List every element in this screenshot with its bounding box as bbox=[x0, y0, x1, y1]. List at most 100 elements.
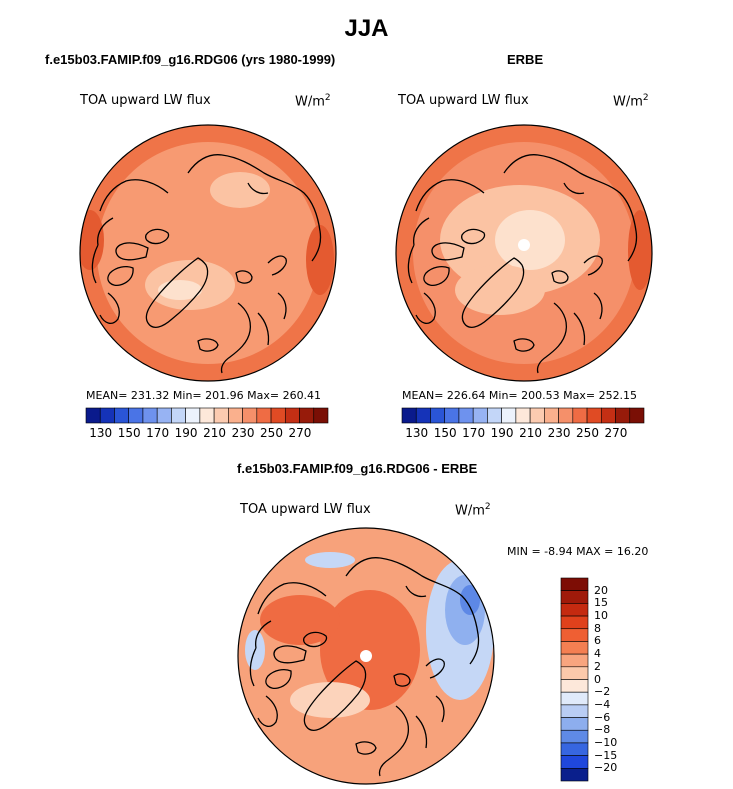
left-colorbar-swatch bbox=[156, 407, 172, 424]
diff-colorbar-tick-label: 15 bbox=[594, 596, 608, 610]
right-colorbar-swatch bbox=[487, 407, 502, 424]
diff-colorbar-tick-label: −20 bbox=[594, 761, 618, 775]
right-colorbar-swatch bbox=[430, 407, 446, 424]
left-colorbar-swatch bbox=[185, 407, 201, 424]
right-stats: MEAN= 226.64 Min= 200.53 Max= 252.15 bbox=[402, 389, 638, 402]
right-colorbar-swatch bbox=[615, 407, 631, 424]
diff-colorbar-swatch bbox=[560, 742, 589, 756]
left-colorbar-tick-label: 190 bbox=[174, 426, 198, 440]
left-colorbar-swatch bbox=[114, 407, 130, 424]
diff-colorbar-tick-label: −10 bbox=[594, 735, 618, 749]
right-colorbar-tick-label: 190 bbox=[490, 426, 514, 440]
right-colorbar-tick-label: 210 bbox=[519, 426, 543, 440]
right-colorbar-swatch bbox=[629, 407, 645, 424]
left-map bbox=[79, 124, 337, 382]
left-colorbar-tick-label: 270 bbox=[288, 426, 312, 440]
diff-colorbar-tick-label: 4 bbox=[594, 647, 601, 661]
diff-variable-label: TOA upward LW flux bbox=[240, 502, 371, 517]
right-colorbar-tick-label: 230 bbox=[547, 426, 571, 440]
left-colorbar-swatch bbox=[199, 407, 215, 424]
diff-colorbar-swatch bbox=[560, 768, 589, 782]
right-colorbar-swatch bbox=[600, 407, 616, 424]
left-colorbar-swatch bbox=[142, 407, 158, 424]
left-variable-label: TOA upward LW flux bbox=[80, 93, 211, 108]
diff-colorbar-swatch bbox=[560, 679, 589, 693]
left-colorbar-tick-label: 130 bbox=[89, 426, 113, 440]
diff-colorbar-tick-label: 6 bbox=[594, 634, 601, 648]
right-colorbar-swatch bbox=[529, 407, 545, 424]
left-colorbar-swatch bbox=[128, 407, 144, 424]
right-map bbox=[395, 124, 653, 382]
diff-minmax: MIN = -8.94 MAX = 16.20 bbox=[507, 545, 649, 558]
diff-colorbar-swatch bbox=[560, 590, 589, 604]
right-colorbar-swatch bbox=[458, 407, 474, 424]
left-units-label: W/m2 bbox=[295, 93, 331, 110]
diff-colorbar-swatch bbox=[560, 666, 589, 680]
left-colorbar-swatch bbox=[299, 407, 315, 424]
diff-colorbar-swatch bbox=[560, 577, 589, 591]
diff-colorbar-swatch bbox=[560, 653, 589, 668]
left-colorbar-tick-label: 150 bbox=[117, 426, 141, 440]
left-colorbar-swatch bbox=[99, 407, 115, 424]
right-colorbar-tick-label: 170 bbox=[462, 426, 486, 440]
right-colorbar-swatch bbox=[415, 407, 431, 424]
diff-colorbar-swatch bbox=[560, 615, 589, 630]
diff-colorbar-tick-label: −15 bbox=[594, 748, 618, 762]
left-colorbar-tick-label: 230 bbox=[231, 426, 255, 440]
right-colorbar-swatch bbox=[401, 407, 417, 424]
diff-panel-title: f.e15b03.FAMIP.f09_g16.RDG06 - ERBE bbox=[237, 461, 478, 476]
right-colorbar-swatch bbox=[572, 407, 588, 424]
diff-colorbar-tick-label: 20 bbox=[594, 583, 608, 597]
right-colorbar-swatch bbox=[444, 407, 460, 424]
left-colorbar-swatch bbox=[213, 407, 229, 424]
right-colorbar-swatch bbox=[544, 407, 559, 424]
diff-colorbar bbox=[560, 577, 589, 782]
left-panel-title: f.e15b03.FAMIP.f09_g16.RDG06 (yrs 1980-1… bbox=[45, 52, 336, 67]
left-colorbar-swatch bbox=[171, 407, 186, 424]
left-colorbar bbox=[85, 407, 329, 424]
diff-colorbar-swatch bbox=[560, 755, 589, 769]
diff-colorbar-tick-label: 8 bbox=[594, 621, 601, 635]
diff-colorbar-swatch bbox=[560, 641, 589, 655]
diff-colorbar-tick-label: 2 bbox=[594, 659, 601, 673]
left-colorbar-swatch bbox=[313, 407, 329, 424]
diff-colorbar-swatch bbox=[560, 704, 589, 718]
right-colorbar-tick-label: 270 bbox=[604, 426, 628, 440]
left-colorbar-swatch bbox=[228, 407, 243, 424]
diff-units-label: W/m2 bbox=[455, 502, 491, 519]
left-colorbar-tick-label: 250 bbox=[260, 426, 283, 440]
right-panel-title: ERBE bbox=[507, 52, 544, 67]
left-colorbar-swatch bbox=[284, 407, 300, 424]
right-colorbar-swatch bbox=[558, 407, 574, 424]
left-colorbar-swatch bbox=[256, 407, 272, 424]
right-colorbar-swatch bbox=[501, 407, 517, 424]
diff-colorbar-swatch bbox=[560, 691, 589, 706]
main-title: JJA bbox=[344, 15, 389, 42]
right-colorbar-swatch bbox=[586, 407, 602, 424]
diff-colorbar-tick-label: −2 bbox=[594, 685, 611, 699]
diff-colorbar-tick-label: −4 bbox=[594, 697, 611, 711]
diff-colorbar-tick-label: −8 bbox=[594, 723, 611, 737]
right-units-label: W/m2 bbox=[613, 93, 649, 110]
left-colorbar-swatch bbox=[242, 407, 258, 424]
left-colorbar-swatch bbox=[85, 407, 101, 424]
right-colorbar-swatch bbox=[515, 407, 531, 424]
left-stats: MEAN= 231.32 Min= 201.96 Max= 260.41 bbox=[86, 389, 322, 402]
diff-colorbar-tick-label: 10 bbox=[594, 609, 608, 623]
diff-colorbar-swatch bbox=[560, 717, 589, 731]
right-colorbar-tick-label: 150 bbox=[433, 426, 457, 440]
right-colorbar-tick-label: 130 bbox=[405, 426, 429, 440]
diff-colorbar-swatch bbox=[560, 628, 589, 642]
diff-colorbar-swatch bbox=[560, 603, 589, 617]
right-colorbar-tick-label: 250 bbox=[576, 426, 599, 440]
left-colorbar-swatch bbox=[270, 407, 286, 424]
left-colorbar-tick-label: 210 bbox=[203, 426, 227, 440]
diff-colorbar-tick-label: 0 bbox=[594, 672, 601, 686]
left-colorbar-tick-label: 170 bbox=[146, 426, 170, 440]
right-colorbar-swatch bbox=[472, 407, 488, 424]
right-colorbar bbox=[401, 407, 645, 424]
right-variable-label: TOA upward LW flux bbox=[398, 93, 529, 108]
diff-colorbar-swatch bbox=[560, 729, 589, 744]
diff-colorbar-tick-label: −6 bbox=[594, 710, 611, 724]
